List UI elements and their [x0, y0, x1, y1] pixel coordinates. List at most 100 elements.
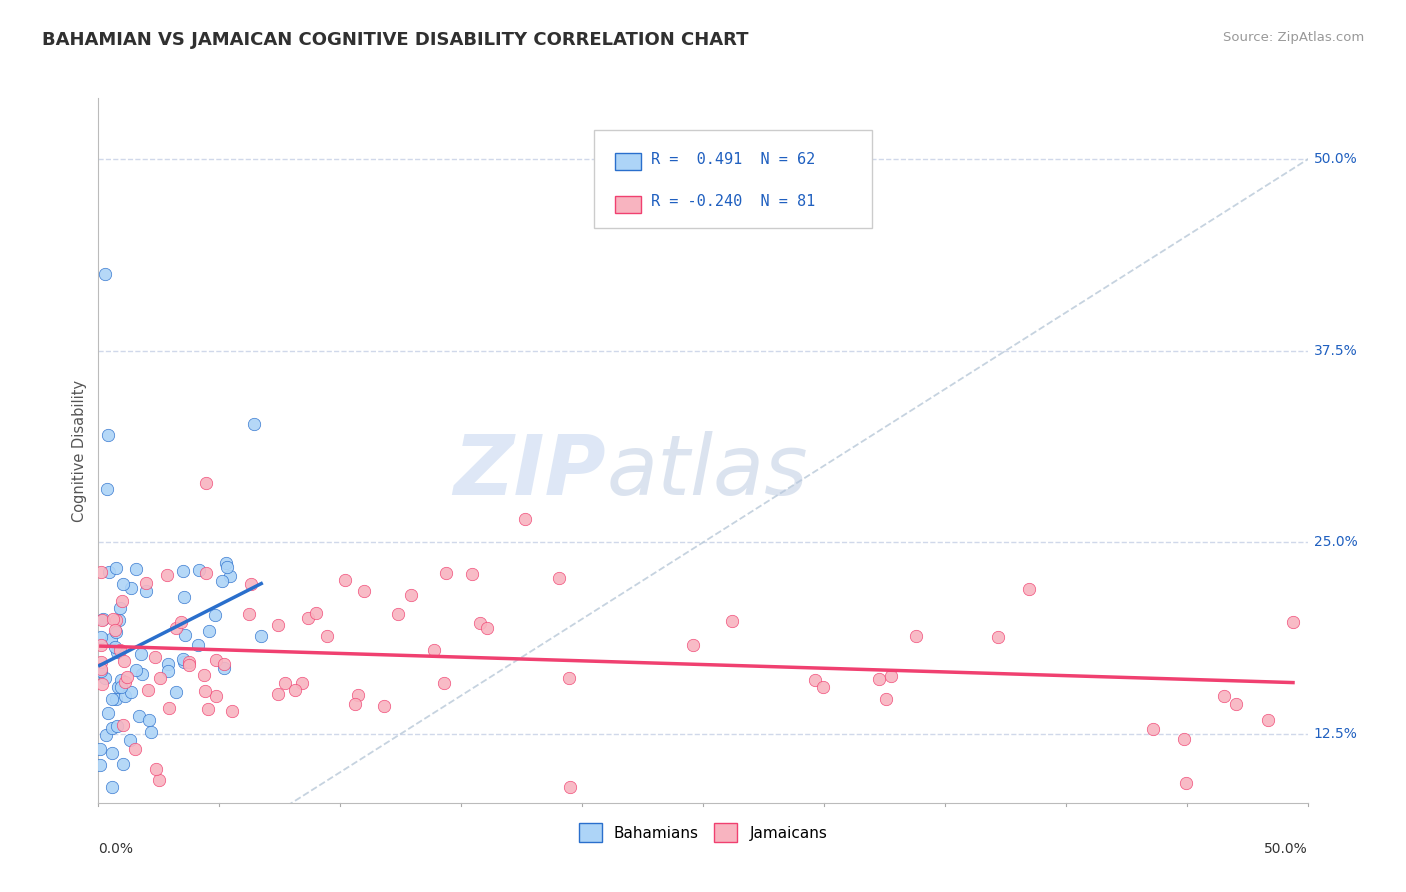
Point: [475, 622, 498, 636]
Point: [128, 709, 150, 723]
Point: [97, 428, 120, 442]
Point: [111, 577, 134, 591]
Point: [96, 482, 118, 496]
Point: [114, 689, 136, 703]
Point: [1142, 722, 1164, 736]
Point: [811, 680, 834, 694]
Point: [243, 417, 266, 431]
Point: [90, 638, 112, 652]
Point: [205, 690, 228, 704]
Point: [115, 670, 138, 684]
Point: [148, 772, 170, 787]
Text: atlas: atlas: [606, 431, 808, 512]
Point: [104, 624, 127, 639]
Point: [987, 630, 1010, 644]
Point: [198, 624, 221, 638]
Point: [157, 701, 180, 715]
Point: [89, 742, 111, 756]
Point: [101, 721, 124, 735]
Text: Source: ZipAtlas.com: Source: ZipAtlas.com: [1223, 31, 1364, 45]
Point: [682, 639, 704, 653]
Point: [721, 614, 744, 628]
Point: [558, 671, 581, 685]
Point: [114, 675, 136, 690]
Point: [97, 706, 120, 721]
Point: [267, 618, 290, 632]
Point: [157, 664, 180, 678]
Point: [212, 657, 235, 671]
Point: [90, 656, 112, 670]
Point: [124, 742, 146, 756]
Point: [297, 611, 319, 625]
Point: [1225, 698, 1247, 712]
Point: [135, 583, 157, 598]
Point: [107, 680, 129, 694]
Point: [211, 574, 233, 588]
Point: [316, 630, 339, 644]
Point: [1018, 582, 1040, 597]
Point: [195, 475, 218, 490]
Point: [333, 573, 356, 587]
FancyBboxPatch shape: [614, 153, 641, 170]
Point: [343, 697, 366, 711]
Point: [112, 757, 135, 772]
Point: [205, 653, 228, 667]
Text: ZIP: ZIP: [454, 431, 606, 512]
Point: [104, 561, 127, 575]
Point: [177, 656, 200, 670]
Point: [1257, 713, 1279, 727]
Point: [399, 588, 422, 602]
Point: [90, 662, 112, 676]
Point: [221, 704, 243, 718]
Point: [129, 647, 152, 661]
Point: [284, 682, 307, 697]
Text: 37.5%: 37.5%: [1313, 344, 1357, 358]
Point: [194, 683, 217, 698]
Point: [187, 563, 209, 577]
Point: [90, 665, 112, 679]
Point: [240, 577, 263, 591]
Point: [112, 655, 135, 669]
Point: [905, 629, 928, 643]
Legend: Bahamians, Jamaicans: Bahamians, Jamaicans: [572, 817, 834, 848]
Point: [461, 566, 484, 581]
Point: [172, 652, 194, 666]
Text: R =  0.491  N = 62: R = 0.491 N = 62: [651, 152, 815, 167]
Point: [105, 719, 128, 733]
Point: [194, 566, 217, 581]
Point: [103, 612, 125, 626]
Point: [108, 601, 131, 615]
Point: [94, 671, 117, 685]
Point: [173, 591, 195, 605]
Point: [125, 664, 148, 678]
Point: [215, 560, 238, 574]
Point: [98, 565, 121, 579]
Point: [143, 649, 166, 664]
Point: [107, 644, 129, 658]
Point: [347, 688, 370, 702]
Point: [104, 624, 127, 638]
Point: [100, 632, 122, 646]
Point: [291, 675, 314, 690]
Point: [432, 676, 454, 690]
Point: [110, 681, 132, 695]
Point: [179, 657, 201, 672]
FancyBboxPatch shape: [595, 130, 872, 228]
Point: [94, 268, 117, 282]
Point: [125, 562, 148, 576]
Point: [305, 606, 328, 620]
Point: [89, 757, 111, 772]
Point: [108, 643, 131, 657]
Point: [214, 556, 236, 570]
Point: [274, 676, 297, 690]
Point: [174, 628, 197, 642]
Point: [170, 615, 193, 630]
Point: [1173, 732, 1195, 747]
Text: R = -0.240  N = 81: R = -0.240 N = 81: [651, 194, 815, 209]
Point: [90, 565, 112, 579]
Point: [879, 669, 901, 683]
Point: [1175, 776, 1198, 790]
Point: [136, 683, 159, 698]
Point: [193, 668, 215, 682]
Point: [560, 780, 582, 795]
